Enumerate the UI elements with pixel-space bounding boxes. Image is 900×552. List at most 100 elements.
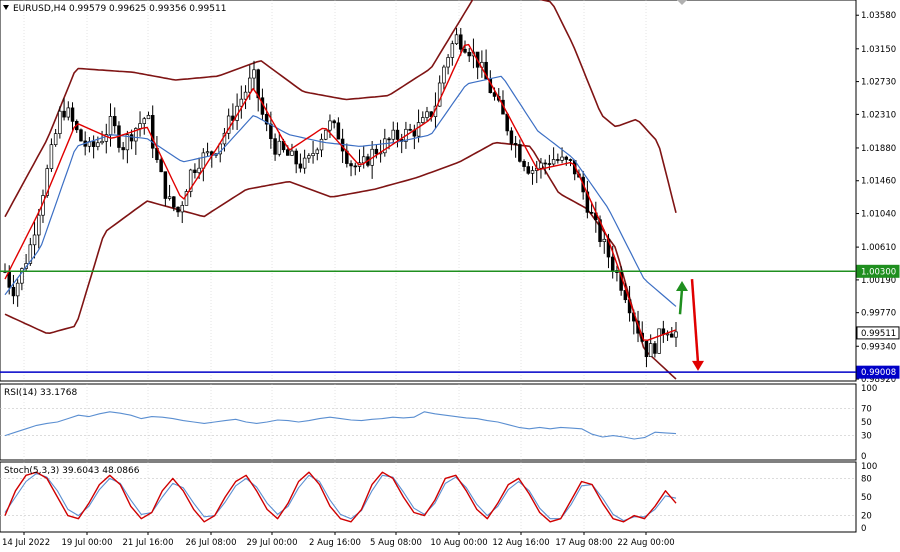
price-tick-label: 1.03150 (861, 45, 896, 55)
time-tick-label: 12 Aug 16:00 (492, 538, 549, 548)
time-tick-label: 22 Aug 00:00 (617, 538, 674, 548)
candle (602, 229, 607, 254)
candle (294, 148, 298, 174)
resistance-price-tag: 1.00300 (856, 264, 900, 278)
candle (176, 206, 180, 217)
candle (674, 321, 678, 347)
candle (446, 54, 450, 75)
price-tick-label: 1.01460 (861, 177, 896, 187)
candle (150, 105, 155, 159)
main-price-layer (0, 0, 856, 532)
time-tick-label: 19 Jul 00:00 (62, 538, 113, 548)
candle (273, 133, 277, 161)
candle (408, 123, 412, 132)
candle (551, 147, 556, 166)
candle (454, 27, 459, 46)
candle (184, 189, 189, 206)
candle (53, 129, 58, 147)
scroll-marker-icon[interactable] (677, 0, 687, 5)
candle (328, 114, 332, 138)
time-tick-label: 10 Aug 00:00 (430, 538, 487, 548)
candle (32, 221, 37, 259)
time-tick-label: 29 Jul 00:00 (247, 538, 298, 548)
candle (243, 85, 248, 110)
candle (425, 106, 429, 122)
stoch-tick-label: 50 (861, 493, 872, 503)
candle (159, 157, 163, 173)
candle (539, 157, 543, 179)
time-tick-label: 5 Aug 08:00 (370, 538, 422, 548)
symbol-header: EURUSD,H4 0.99579 0.99625 0.99356 0.9951… (13, 4, 226, 14)
candle (585, 180, 590, 219)
candle (526, 161, 531, 175)
candle (146, 111, 151, 120)
candle (383, 128, 387, 157)
rsi-header: RSI(14) 33.1768 (4, 388, 77, 398)
time-tick-label: 2 Aug 16:00 (309, 538, 361, 548)
price-tick-label: 1.02730 (861, 78, 896, 88)
candle (467, 47, 471, 62)
rsi-tick-label: 70 (861, 404, 872, 414)
candle (66, 101, 71, 121)
time-tick-label: 14 Jul 2022 (2, 538, 50, 548)
candle (450, 40, 455, 66)
candle (298, 153, 303, 173)
candle (307, 153, 311, 163)
candle (302, 149, 307, 174)
arrow-up-icon (676, 281, 688, 315)
support-price-tag: 0.99008 (856, 365, 900, 379)
stoch-plot-frame (0, 461, 857, 533)
candle (442, 64, 446, 90)
time-tick-label: 17 Aug 08:00 (555, 538, 612, 548)
candle (172, 196, 176, 212)
candle (226, 108, 231, 140)
candle (134, 127, 138, 155)
candle (653, 340, 657, 358)
candle (556, 153, 560, 164)
candle (332, 119, 336, 129)
candle (311, 140, 315, 164)
candle (509, 127, 514, 151)
svg-text:0.99511: 0.99511 (861, 329, 896, 339)
candle (193, 163, 197, 179)
time-tick-label: 21 Jul 16:00 (123, 538, 174, 548)
candle (188, 168, 193, 198)
candle (336, 117, 341, 140)
candle (391, 121, 396, 144)
rsi-line (4, 411, 677, 440)
rsi-tick-label: 30 (861, 432, 872, 442)
candle (349, 160, 353, 177)
price-tick-label: 1.01040 (861, 210, 896, 220)
collapse-triangle-icon[interactable] (3, 5, 9, 10)
svg-text:1.00300: 1.00300 (861, 267, 896, 277)
candle (49, 138, 54, 172)
candle (62, 98, 66, 121)
candle (421, 111, 425, 124)
candle (256, 68, 260, 112)
candle (670, 327, 674, 338)
stoch-tick-label: 20 (861, 512, 872, 522)
stoch-main-line (4, 471, 677, 523)
candle (374, 144, 379, 159)
candle (518, 139, 522, 163)
candle (530, 166, 535, 185)
candle (37, 208, 41, 249)
price-tick-label: 0.99770 (861, 309, 896, 319)
price-tick-label: 0.99340 (861, 342, 896, 352)
candle (665, 330, 670, 341)
candle (180, 201, 184, 224)
candle (205, 142, 210, 157)
stoch-tick-label: 100 (861, 462, 877, 472)
time-axis-layer: 14 Jul 2022 19 Jul 00:00 21 Jul 16:00 26 Ju… (2, 532, 675, 548)
stoch-header: Stoch(5,3,3) 39.6043 48.0866 (4, 466, 140, 476)
candle (543, 159, 547, 175)
candle (163, 171, 168, 207)
candle (644, 340, 649, 368)
moving-average-fast-line (4, 43, 677, 341)
candle (104, 123, 109, 154)
price-tick-label: 1.00190 (861, 276, 896, 286)
price-tick-label: 1.02310 (861, 110, 896, 120)
price-tick-label: 1.00610 (861, 243, 896, 253)
price-axis-layer: 1.03580 1.03150 1.02730 1.02310 1.01880 1.014… (856, 11, 900, 385)
